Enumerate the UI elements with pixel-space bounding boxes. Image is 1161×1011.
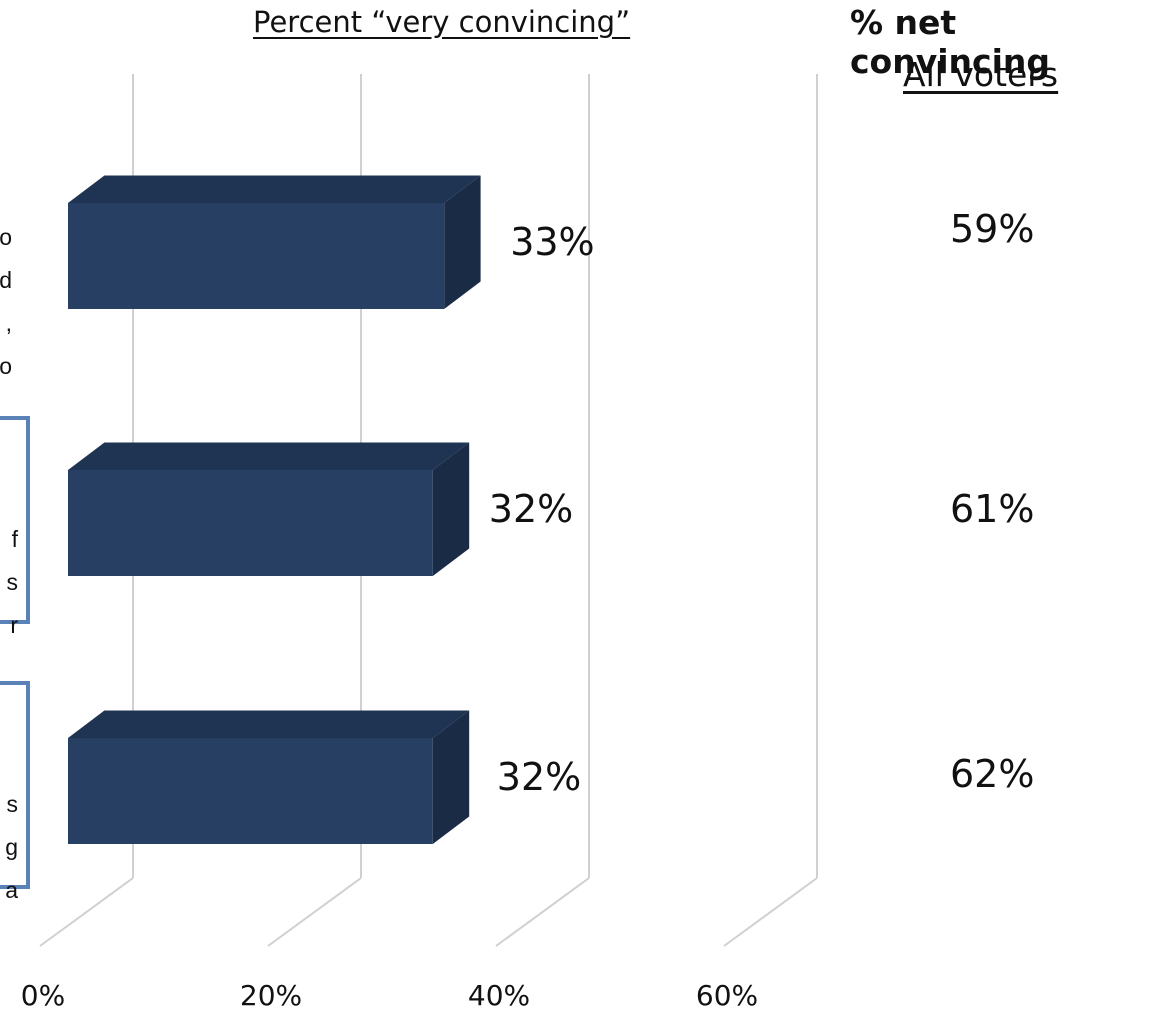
- net-value-2: 61%: [950, 487, 1035, 531]
- data-label-1: 33%: [510, 220, 594, 264]
- bar-side-1: [444, 175, 481, 309]
- bar-top-2: [68, 442, 470, 470]
- bar-3: [68, 738, 433, 844]
- bar-top-1: [68, 175, 481, 203]
- data-label-2: 32%: [489, 487, 573, 531]
- x-tick-label-2: 40%: [468, 979, 530, 1011]
- chart-title: Percent “very convincing”: [253, 5, 631, 39]
- floor-gridline-2: [495, 877, 590, 947]
- net-convincing-subtitle: All voters: [903, 55, 1059, 94]
- floor-gridline-3: [723, 877, 818, 947]
- bar-1: [68, 203, 445, 309]
- bar-2: [68, 470, 433, 576]
- bar-side-2: [432, 442, 470, 576]
- x-tick-label-1: 20%: [240, 979, 302, 1011]
- net-value-1: 59%: [950, 207, 1035, 251]
- bar-side-3: [432, 710, 470, 844]
- net-value-3: 62%: [950, 752, 1035, 796]
- x-tick-label-3: 60%: [696, 979, 758, 1011]
- floor-gridline-1: [267, 877, 362, 947]
- net-convincing-title: % net convincing: [850, 3, 1051, 81]
- floor-gridline-0: [39, 877, 134, 947]
- data-label-3: 32%: [497, 755, 581, 799]
- x-tick-label-0: 0%: [21, 979, 65, 1011]
- bar-top-3: [68, 710, 470, 738]
